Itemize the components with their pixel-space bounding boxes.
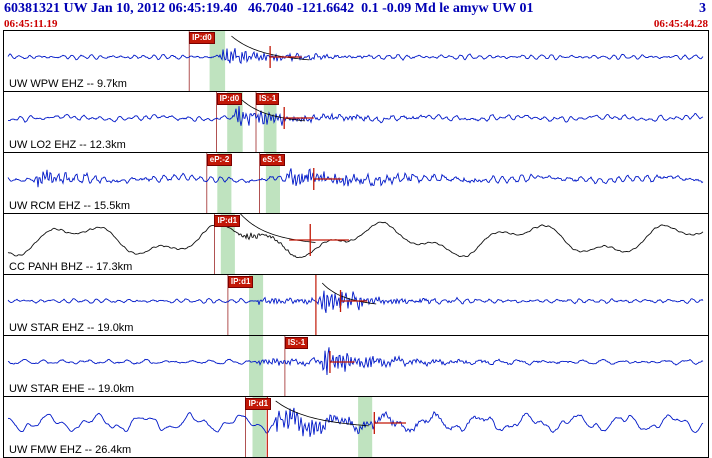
pick-uncertainty-band bbox=[249, 336, 264, 396]
pick-uncertainty-band bbox=[217, 153, 232, 213]
trace-path bbox=[7, 290, 704, 314]
trace-panel-1: IP:d0 UW WPW EHZ -- 9.7km bbox=[3, 30, 709, 92]
event-summary: 60381321 UW Jan 10, 2012 06:45:19.40 46.… bbox=[4, 1, 534, 16]
event-flag-count: 3 bbox=[699, 1, 706, 16]
coda-decay-curve bbox=[321, 282, 377, 305]
trace-panel-5: IP:d1 UW STAR EHZ -- 19.0km bbox=[3, 274, 709, 336]
trace-panel-3: eP:-2 eS:-1 UW RCM EHZ -- 15.5km bbox=[3, 152, 709, 214]
pick-uncertainty-band bbox=[249, 275, 264, 335]
trace-path bbox=[7, 347, 704, 376]
pick-uncertainty-band bbox=[263, 92, 277, 152]
pick-uncertainty-band bbox=[265, 153, 280, 213]
trace-label: UW WPW EHZ -- 9.7km bbox=[9, 78, 127, 90]
waveform[interactable] bbox=[4, 336, 708, 396]
trace-label: UW STAR EHE -- 19.0km bbox=[9, 383, 135, 395]
window-end-time: 06:45:44.28 bbox=[653, 18, 708, 30]
trace-label: CC PANH BHZ -- 17.3km bbox=[9, 261, 133, 273]
trace-path bbox=[7, 221, 704, 258]
waveform[interactable] bbox=[4, 92, 708, 152]
trace-path bbox=[7, 168, 704, 188]
trace-panel-7: IP:d1 UW FMW EHZ -- 26.4km bbox=[3, 396, 709, 458]
trace-panels: IP:d0 UW WPW EHZ -- 9.7km IP:d0 IS:-1 UW LO2… bbox=[3, 30, 709, 458]
coda-decay-curve bbox=[240, 214, 316, 243]
waveform[interactable] bbox=[4, 214, 708, 274]
pick-flag[interactable]: IS:-1 bbox=[284, 337, 309, 349]
trace-path bbox=[7, 407, 704, 437]
trace-label: UW LO2 EHZ -- 12.3km bbox=[9, 139, 126, 151]
trace-path bbox=[7, 48, 704, 65]
trace-label: UW RCM EHZ -- 15.5km bbox=[9, 200, 130, 212]
pick-uncertainty-band bbox=[209, 31, 226, 91]
pick-flag[interactable]: IP:d1 bbox=[245, 398, 272, 410]
coda-decay-curve bbox=[275, 400, 369, 427]
waveform[interactable] bbox=[4, 397, 708, 457]
trace-label: UW FMW EHZ -- 26.4km bbox=[9, 444, 132, 456]
pick-flag[interactable]: IP:d1 bbox=[214, 215, 241, 227]
pick-flag[interactable]: IP:d0 bbox=[189, 32, 215, 44]
pick-uncertainty-band bbox=[252, 397, 266, 457]
trace-path bbox=[8, 106, 704, 126]
pick-flag[interactable]: eS:-1 bbox=[259, 154, 286, 166]
waveform[interactable] bbox=[4, 153, 708, 213]
waveform[interactable] bbox=[4, 31, 708, 91]
pick-flag[interactable]: IP:d0 bbox=[216, 93, 243, 105]
trace-panel-4: IP:d1 CC PANH BHZ -- 17.3km bbox=[3, 213, 709, 275]
pick-flag[interactable]: eP:-2 bbox=[206, 154, 233, 166]
trace-panel-2: IP:d0 IS:-1 UW LO2 EHZ -- 12.3km bbox=[3, 91, 709, 153]
window-start-time: 06:45:11.19 bbox=[4, 18, 58, 30]
trace-label: UW STAR EHZ -- 19.0km bbox=[9, 322, 134, 334]
coda-decay-curve bbox=[241, 99, 306, 122]
pick-flag[interactable]: IS:-1 bbox=[256, 93, 280, 105]
event-header: 60381321 UW Jan 10, 2012 06:45:19.40 46.… bbox=[0, 0, 712, 18]
time-window-row: 06:45:11.19 06:45:44.28 bbox=[0, 18, 712, 30]
trace-panel-6: IS:-1 UW STAR EHE -- 19.0km bbox=[3, 335, 709, 397]
pick-flag[interactable]: IP:d1 bbox=[227, 276, 254, 288]
waveform[interactable] bbox=[4, 275, 708, 335]
